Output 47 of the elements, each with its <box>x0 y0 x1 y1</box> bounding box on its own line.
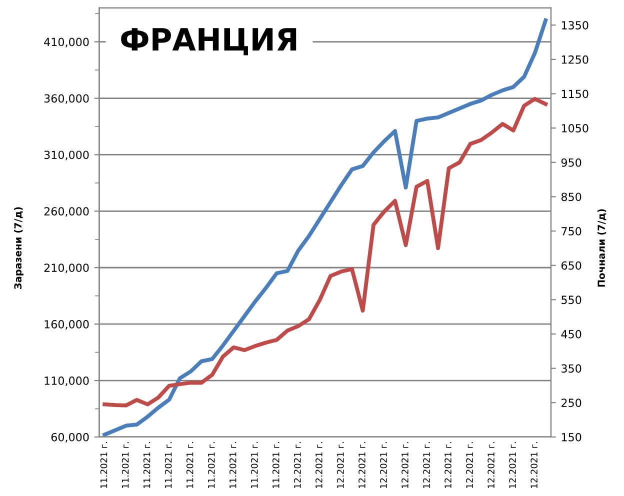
y2-tick-label: 450 <box>561 330 582 338</box>
y2-tick-label: 150 <box>562 432 582 442</box>
x-tick-label: 12.2021 г. <box>509 442 516 488</box>
y2-tick-label: 350 <box>562 364 582 373</box>
y-axis-title: Заразени (7/д) <box>14 207 24 289</box>
x-tick-label: 12.2021 г. <box>316 442 322 488</box>
line-series <box>102 96 548 408</box>
x-tick-label: 12.2021 г. <box>466 442 473 488</box>
y2-axis-title: Почнали (7/д) <box>597 209 606 287</box>
x-tick-label: 12.2021 г. <box>380 442 387 488</box>
x-tick-label: 12.2021 г. <box>488 442 494 488</box>
y-tick-label: 210,000 <box>44 264 89 274</box>
y-tick-label: 160,000 <box>44 320 89 330</box>
x-tick-label: 12.2021 г. <box>423 442 430 488</box>
y2-tick-label: 1150 <box>562 90 588 98</box>
y-tick-label: 410,000 <box>44 38 89 48</box>
y2-tick-label: 1050 <box>562 124 588 132</box>
x-tick-label: 12.2021 г. <box>402 442 408 488</box>
x-tick-label: 11.2021 г. <box>186 442 194 488</box>
x-tick-label: 12.2021 г. <box>294 442 301 488</box>
x-tick-label: 11.2021 г. <box>143 442 150 488</box>
y2-tick-label: 1250 <box>562 55 588 64</box>
y-tick-label: 310,000 <box>44 150 89 160</box>
y-tick-label: 110,000 <box>44 376 89 386</box>
x-tick-label: 12.2021 г. <box>444 442 452 488</box>
y2-tick-label: 750 <box>562 227 582 236</box>
x-tick-label: 12.2021 г. <box>530 442 538 488</box>
y2-tick-label: 550 <box>562 296 582 304</box>
x-tick-label: 11.2021 г. <box>250 442 258 488</box>
x-tick-label: 11.2021 г. <box>272 442 280 488</box>
x-tick-label: 11.2021 г. <box>229 442 236 488</box>
y-tick-label: 360,000 <box>44 94 89 104</box>
y2-tick-label: 250 <box>562 398 582 408</box>
x-tick-label: 11.2021 г. <box>100 442 108 488</box>
y2-tick-label: 950 <box>561 158 582 167</box>
x-tick-label: 12.2021 г. <box>358 442 366 488</box>
x-tick-label: 11.2021 г. <box>164 442 172 488</box>
x-tick-label: 11.2021 г. <box>208 442 215 488</box>
text: ФРАНЦИЯ <box>121 28 296 56</box>
y2-tick-label: 1350 <box>562 21 588 30</box>
x-tick-label: 12.2021 г. <box>337 442 344 488</box>
x-tick-label: 11.2021 г. <box>122 442 129 488</box>
y2-tick-label: 850 <box>561 192 582 202</box>
y-tick-label: 60,000 <box>51 432 89 442</box>
y2-tick-label: 650 <box>561 261 582 270</box>
y-tick-label: 260,000 <box>44 207 89 217</box>
line-series <box>102 18 548 437</box>
